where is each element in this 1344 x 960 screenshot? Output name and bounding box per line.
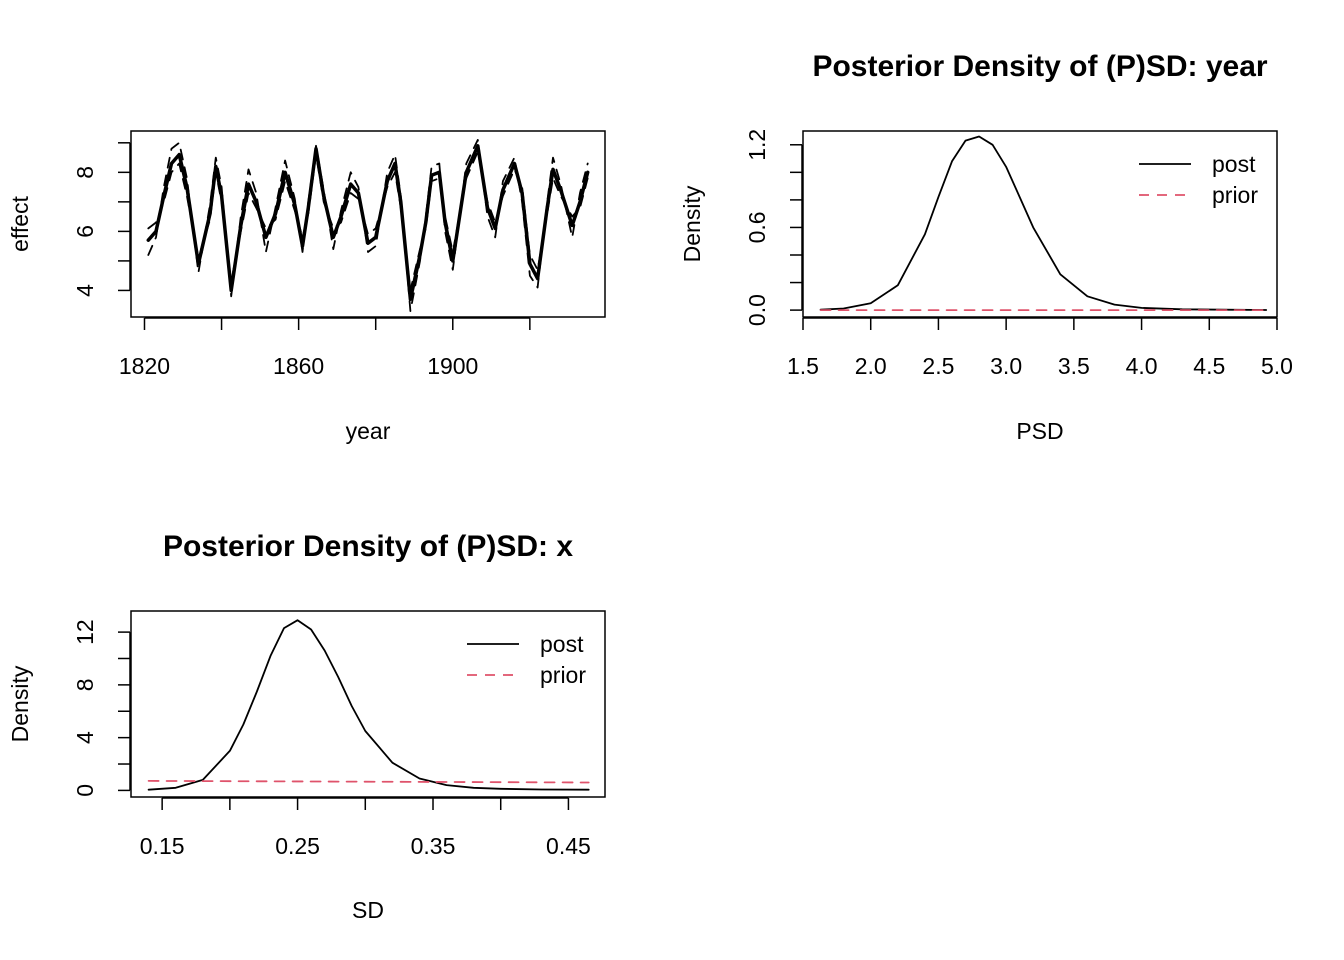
panel-1-x-tick-label: 1820 (119, 353, 170, 379)
panel-3-y-tick-label: 12 (72, 619, 98, 645)
panel-1-y-tick-label: 6 (72, 225, 98, 238)
panel-2-x-axis-label: PSD (1016, 418, 1063, 444)
panel-2-x-axis: 1.5 2.0 2.5 3.0 3.5 4.0 4.5 5.0 (787, 317, 1293, 379)
panel-2-series-post-line (819, 135, 1268, 311)
panel-3-y-axis: 0 4 8 12 (72, 619, 131, 797)
panel-1-x-tick-label: 1900 (427, 353, 478, 379)
panel-3-series-post-line (147, 619, 590, 791)
panel-3-legend: post prior (467, 631, 586, 688)
panel-2-x-tick-label: 2.5 (922, 353, 954, 379)
panel-3-plot-frame (130, 610, 606, 798)
panel-3-y-tick-label: 4 (72, 731, 98, 744)
panel-2-legend-post-label: post (1212, 151, 1256, 177)
panel-3-x-tick-label: 0.15 (140, 833, 185, 859)
panel-3-series-prior-line (147, 780, 590, 784)
panel-3-x-tick-label: 0.25 (275, 833, 320, 859)
panel-1-x-axis-label: year (346, 418, 391, 444)
panel-1-y-axis: 4 6 8 (72, 142, 131, 297)
panel-1-series-band-1-line (147, 138, 589, 313)
panel-3-y-tick-label: 0 (72, 784, 98, 797)
panel-2-x-tick-label: 1.5 (787, 353, 819, 379)
panel-2-y-axis: 0.0 0.6 1.2 (744, 129, 803, 326)
panel-2-x-tick-label: 4.0 (1126, 353, 1158, 379)
panel-3-x-tick-label: 0.45 (546, 833, 591, 859)
panel-3-y-tick-label: 8 (72, 678, 98, 691)
panel-1-x-tick-label: 1860 (273, 353, 324, 379)
panel-posterior-density-year: Posterior Density of (P)SD: year 1.5 2.0 2… (679, 50, 1293, 444)
panel-2-legend-prior-label: prior (1212, 182, 1258, 208)
panel-1-y-tick-label: 4 (72, 284, 98, 297)
panel-1-series-band-2-line (147, 150, 589, 292)
panel-1-x-axis: 1820 1860 1900 (119, 317, 531, 379)
panel-3-plot-area (147, 619, 590, 791)
panel-posterior-density-x: Posterior Density of (P)SD: x 0.15 0.25 0.… (7, 530, 606, 923)
panel-3-x-tick-label: 0.35 (411, 833, 456, 859)
panel-2-y-tick-label: 0.6 (744, 211, 770, 243)
panel-effect-by-year: 1820 1860 1900 4 6 8 year effect (7, 130, 606, 444)
panel-2-y-tick-label: 0.0 (744, 294, 770, 326)
panel-2-plot-area (819, 135, 1268, 312)
panel-2-x-tick-label: 3.0 (990, 353, 1022, 379)
panel-3-x-axis: 0.15 0.25 0.35 0.45 (140, 797, 591, 859)
panel-2-x-tick-label: 2.0 (855, 353, 887, 379)
panel-1-plot-frame (130, 130, 606, 318)
panel-3-legend-prior-label: prior (540, 662, 586, 688)
panel-1-y-tick-label: 8 (72, 166, 98, 179)
panel-2-plot-frame (802, 130, 1278, 318)
panel-2-x-tick-label: 5.0 (1261, 353, 1293, 379)
panel-2-y-tick-label: 1.2 (744, 129, 770, 161)
panel-3-y-axis-label: Density (7, 665, 33, 742)
panel-3-legend-post-label: post (540, 631, 584, 657)
panel-3-x-axis-label: SD (352, 897, 384, 923)
panel-2-x-tick-label: 4.5 (1193, 353, 1225, 379)
panel-2-title: Posterior Density of (P)SD: year (812, 50, 1267, 83)
panel-2-legend: post prior (1139, 151, 1258, 208)
panel-2-x-tick-label: 3.5 (1058, 353, 1090, 379)
panel-3-title: Posterior Density of (P)SD: x (163, 530, 573, 563)
panel-2-y-axis-label: Density (679, 185, 705, 262)
panel-1-y-axis-label: effect (7, 195, 33, 251)
panel-1-plot-area (146, 138, 590, 313)
panel-1-series-estimate-line (146, 144, 590, 302)
